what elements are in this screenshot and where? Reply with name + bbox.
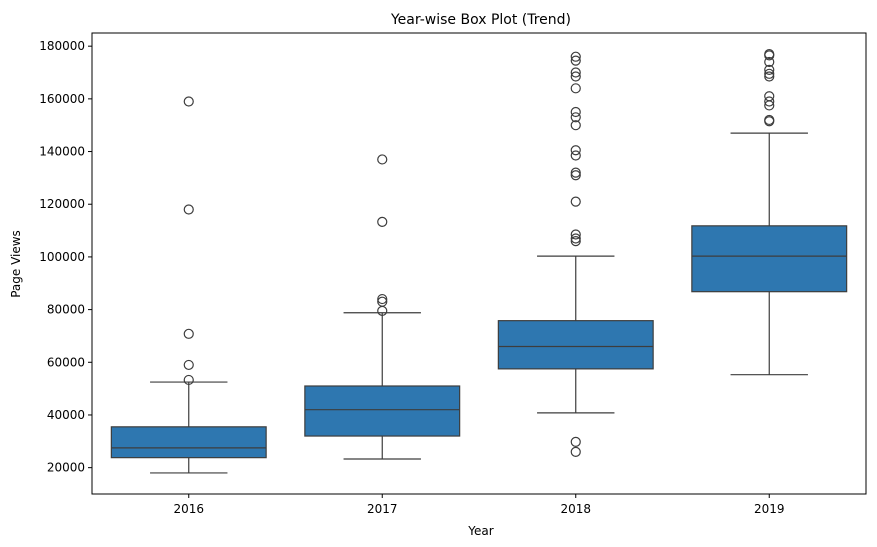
outlier-point	[764, 64, 775, 75]
box-iqr	[497, 320, 654, 370]
outlier-point	[570, 233, 581, 244]
outlier-point	[570, 446, 581, 457]
outlier-point	[764, 68, 775, 79]
outlier-point	[570, 236, 581, 247]
outlier-point	[570, 120, 581, 131]
y-tick-label: 40000	[47, 408, 85, 422]
x-tick-label: 2018	[560, 502, 591, 516]
box-group-2019	[691, 48, 848, 376]
outlier-point	[570, 436, 581, 447]
outlier-point	[377, 296, 388, 307]
outlier-point	[183, 328, 194, 339]
outlier-point	[570, 196, 581, 207]
outlier-point	[183, 359, 194, 371]
y-tick-label: 140000	[39, 145, 85, 159]
chart-title: Year-wise Box Plot (Trend)	[390, 12, 571, 28]
outlier-point	[377, 216, 388, 227]
outlier-point	[764, 56, 775, 68]
y-axis-label: Page Views	[9, 230, 23, 298]
outlier-point	[570, 170, 581, 181]
outlier-point	[764, 114, 775, 126]
outlier-point	[377, 293, 388, 305]
x-tick-label: 2016	[173, 502, 204, 516]
box-iqr	[691, 225, 848, 293]
outlier-point	[183, 374, 194, 386]
y-tick-label: 100000	[39, 250, 85, 264]
outlier-point	[570, 106, 581, 118]
outlier-point	[570, 145, 581, 156]
box-group-2016	[110, 96, 267, 474]
outlier-point	[764, 91, 775, 102]
y-tick-label: 120000	[39, 197, 85, 211]
outlier-point	[764, 96, 775, 107]
box-group-2018	[497, 51, 654, 457]
box-iqr	[110, 426, 267, 459]
y-tick-label: 20000	[47, 461, 85, 475]
outlier-point	[183, 204, 194, 215]
x-axis-label: Year	[467, 524, 493, 538]
outlier-point	[570, 51, 581, 62]
outlier-point	[377, 154, 388, 165]
outlier-point	[570, 167, 581, 178]
outlier-point	[570, 83, 581, 94]
box-group-2017	[304, 154, 461, 460]
y-tick-label: 160000	[39, 92, 85, 106]
plot-area: 20000 40000 60000 80000 100000 120000 140000 16…	[39, 32, 867, 516]
y-tick-label: 180000	[39, 39, 85, 53]
outlier-point	[183, 96, 194, 107]
y-tick-label: 80000	[47, 303, 85, 317]
plot-frame	[91, 32, 867, 495]
box-iqr	[304, 385, 461, 437]
outlier-point	[764, 71, 775, 82]
outlier-point	[764, 48, 775, 60]
y-tick-label: 60000	[47, 355, 85, 369]
x-tick-label: 2019	[754, 502, 785, 516]
outlier-point	[570, 71, 581, 82]
outlier-point	[570, 55, 581, 66]
outlier-point	[570, 112, 581, 123]
outlier-point	[570, 229, 581, 240]
outlier-point	[570, 150, 581, 161]
outlier-point	[570, 67, 581, 78]
x-tick-label: 2017	[367, 502, 398, 516]
